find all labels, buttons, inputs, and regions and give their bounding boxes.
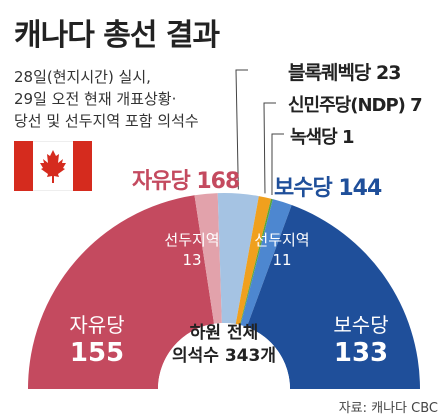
- segment-liberal-won: [28, 195, 215, 389]
- liberal-total-label: 자유당 168: [132, 169, 240, 194]
- chart-subtitle: 28일(현지시간) 실시, 29일 오전 현재 개표상황· 당선 및 선두지역 …: [14, 66, 199, 132]
- conservative-leading-label: 선두지역 11: [242, 230, 322, 270]
- center-total-label: 하원 전체 의석수 343개: [159, 322, 289, 368]
- segment-ndp: [235, 196, 272, 325]
- conservative-leading-value: 11: [272, 251, 292, 269]
- leader-line-bq: [235, 69, 248, 190]
- canada-flag-icon: [14, 141, 92, 191]
- conservative-won-name: 보수당: [333, 313, 389, 337]
- source-text: 자료: 캐나다 CBC: [338, 401, 438, 416]
- leader-line-ndp: [263, 102, 276, 194]
- conservative-total-label: 보수당 144: [274, 176, 382, 201]
- liberal-leading-value: 13: [182, 251, 202, 269]
- conservative-won-label: 보수당 133: [316, 312, 406, 368]
- leader-line-green: [271, 133, 284, 195]
- center-line-2: 의석수 343개: [172, 346, 276, 366]
- segment-green: [239, 198, 273, 326]
- segment-conservative-leading: [240, 199, 292, 328]
- conservative-leading-name: 선두지역: [254, 231, 310, 249]
- chart-title: 캐나다 총선 결과: [14, 18, 220, 53]
- liberal-won-value: 155: [69, 338, 125, 368]
- green-label: 녹색당 1: [290, 127, 354, 148]
- liberal-leading-label: 선두지역 13: [152, 230, 232, 270]
- segment-liberal-leading: [194, 193, 222, 324]
- conservative-won-value: 133: [333, 338, 389, 368]
- bq-label: 블록퀘벡당 23: [288, 62, 401, 84]
- segment-bq: [217, 193, 259, 325]
- segment-conservative-won: [246, 205, 420, 389]
- subtitle-line-3: 당선 및 선두지역 포함 의석수: [14, 112, 199, 130]
- liberal-won-label: 자유당 155: [52, 312, 142, 368]
- center-line-1: 하원 전체: [189, 323, 259, 343]
- ndp-label: 신민주당(NDP) 7: [288, 95, 423, 116]
- subtitle-line-2: 29일 오전 현재 개표상황·: [14, 90, 177, 108]
- subtitle-line-1: 28일(현지시간) 실시,: [14, 68, 151, 86]
- center-disc: [158, 323, 290, 389]
- liberal-leading-name: 선두지역: [164, 231, 220, 249]
- liberal-won-name: 자유당: [69, 313, 125, 337]
